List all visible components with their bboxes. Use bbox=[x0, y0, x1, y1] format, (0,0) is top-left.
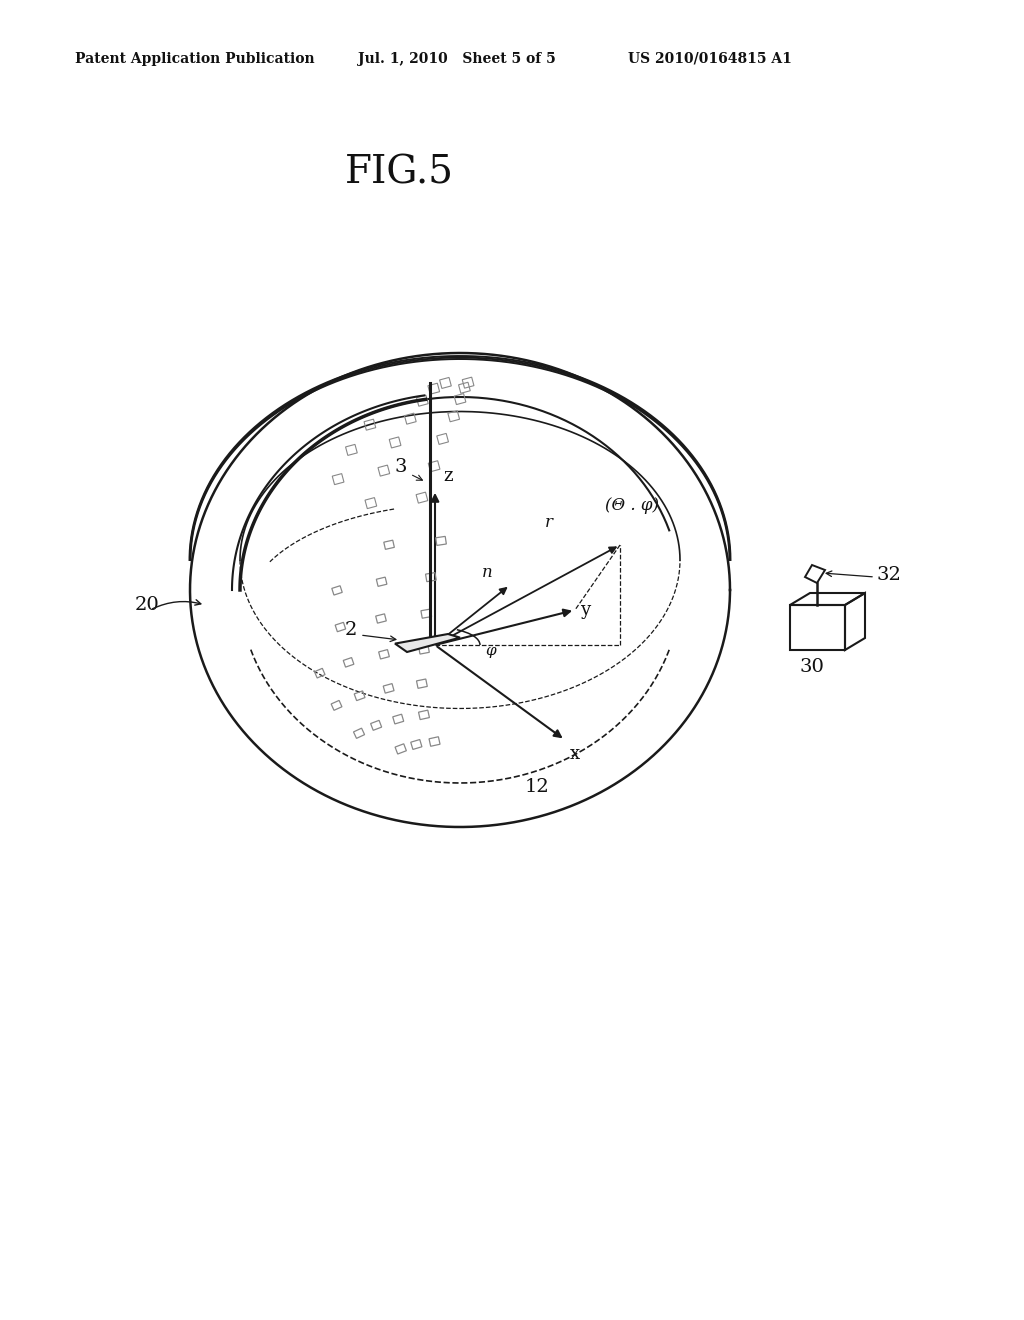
Text: z: z bbox=[443, 467, 453, 484]
Text: φ: φ bbox=[485, 644, 496, 657]
Text: 12: 12 bbox=[525, 777, 550, 796]
Text: 30: 30 bbox=[800, 657, 824, 676]
Text: r: r bbox=[545, 513, 553, 531]
Bar bbox=[790, 605, 845, 649]
Text: n: n bbox=[482, 564, 493, 581]
Text: (Θ . φ): (Θ . φ) bbox=[605, 498, 659, 513]
Text: Jul. 1, 2010   Sheet 5 of 5: Jul. 1, 2010 Sheet 5 of 5 bbox=[358, 51, 556, 66]
Text: FIG.5: FIG.5 bbox=[345, 154, 454, 191]
Text: 32: 32 bbox=[877, 566, 902, 583]
Text: Patent Application Publication: Patent Application Publication bbox=[75, 51, 314, 66]
Text: y: y bbox=[580, 601, 590, 619]
Text: x: x bbox=[570, 744, 581, 763]
Polygon shape bbox=[395, 634, 460, 652]
Text: 2: 2 bbox=[345, 620, 357, 639]
Text: 3: 3 bbox=[395, 458, 408, 477]
Text: US 2010/0164815 A1: US 2010/0164815 A1 bbox=[628, 51, 792, 66]
Text: 20: 20 bbox=[135, 597, 160, 614]
